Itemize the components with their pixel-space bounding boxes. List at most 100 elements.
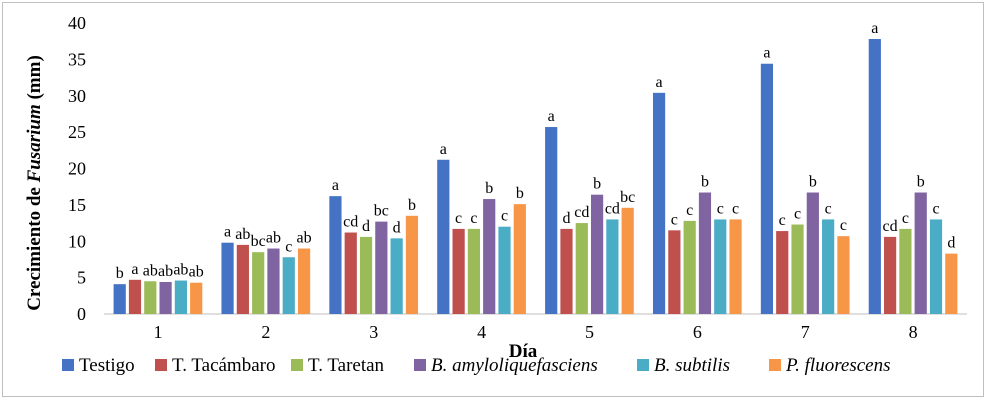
bar	[899, 228, 912, 314]
bar-significance-label: a	[656, 74, 663, 91]
bar-significance-label: c	[779, 212, 786, 229]
y-axis-title-suffix: (mm)	[24, 55, 45, 104]
bar-significance-label: d	[947, 235, 955, 252]
y-tick-label: 15	[68, 195, 86, 215]
bar-significance-label: bc	[620, 189, 635, 206]
bar	[791, 224, 804, 314]
bar	[483, 199, 496, 314]
bar-significance-label: d	[362, 218, 370, 235]
y-tick-label: 20	[68, 159, 86, 179]
bar-significance-label: c	[825, 200, 832, 217]
y-tick-label: 40	[68, 13, 86, 33]
legend-swatch	[291, 359, 303, 371]
chart-frame	[2, 2, 984, 397]
bar-significance-label: c	[285, 238, 292, 255]
y-tick-label: 30	[68, 86, 86, 106]
bar	[452, 228, 465, 314]
bar-significance-label: ab	[266, 230, 281, 247]
bar-significance-label: c	[794, 206, 801, 223]
bar-significance-label: a	[548, 108, 555, 125]
bar	[545, 127, 558, 314]
bar	[914, 192, 927, 314]
bar	[560, 228, 573, 314]
legend-swatch	[769, 359, 781, 371]
legend: Testigo T. Tacámbaro T. Taretan B. amyloliq…	[62, 355, 891, 376]
bar-significance-label: ab	[189, 264, 204, 281]
bar-significance-label: b	[593, 176, 601, 193]
bar	[606, 219, 619, 314]
x-tick-label: 7	[801, 322, 810, 342]
bar	[668, 230, 681, 314]
bar	[252, 252, 265, 314]
bar-significance-label: b	[917, 174, 925, 191]
bar	[776, 231, 789, 314]
y-axis-title-prefix: Crecimiento de	[24, 182, 45, 310]
bar-significance-label: c	[732, 200, 739, 217]
bar-significance-label: c	[902, 210, 909, 227]
bar-significance-label: a	[332, 177, 339, 194]
bar-significance-label: a	[131, 261, 138, 278]
bar	[698, 192, 712, 314]
bar	[760, 63, 774, 314]
bar	[405, 215, 419, 314]
bar	[437, 159, 450, 314]
bar-significance-label: b	[809, 174, 817, 191]
y-tick-label: 35	[68, 49, 86, 69]
bar	[714, 219, 727, 314]
bar	[929, 219, 943, 314]
bar	[297, 248, 311, 314]
bar-significance-label: bc	[374, 203, 389, 220]
bar	[868, 39, 881, 314]
bar	[359, 236, 373, 314]
bar-significance-label: c	[717, 200, 724, 217]
bar	[945, 253, 958, 314]
bar-significance-label: c	[671, 211, 678, 228]
x-tick-label: 2	[261, 322, 270, 342]
bar	[174, 280, 187, 314]
bar	[190, 282, 203, 314]
legend-label: P. fluorescens	[785, 355, 891, 376]
bar-significance-label: ab	[297, 230, 312, 247]
bar	[390, 238, 403, 314]
bar-significance-label: ab	[143, 262, 158, 279]
bar-significance-label: b	[116, 265, 124, 282]
legend-label: Testigo	[79, 355, 135, 376]
x-tick-label: 1	[153, 322, 162, 342]
x-axis-title: Día	[509, 341, 538, 362]
legend-label: T. Tacámbaro	[172, 355, 275, 376]
bar-significance-label: a	[224, 224, 231, 241]
bar-significance-label: b	[516, 185, 524, 202]
x-tick-label: 3	[369, 322, 378, 342]
legend-label: B. subtilis	[654, 355, 730, 376]
bar-significance-label: d	[393, 219, 401, 236]
bar	[621, 207, 634, 314]
bar	[221, 242, 234, 314]
bar-significance-label: bc	[251, 233, 266, 250]
bars	[113, 39, 958, 314]
bar-significance-label: c	[932, 200, 939, 217]
y-tick-label: 10	[68, 231, 86, 251]
x-tick-label: 6	[693, 322, 702, 342]
bar-significance-label: ab	[173, 262, 188, 279]
bar-significance-label: c	[455, 210, 462, 227]
bar	[113, 284, 126, 314]
x-tick-label: 8	[909, 322, 918, 342]
y-tick-label: 5	[77, 268, 86, 288]
bar-significance-label: d	[562, 210, 570, 227]
y-axis-title: Crecimiento de Fusarium (mm)	[24, 55, 45, 311]
bar	[329, 196, 342, 314]
bar	[513, 204, 526, 314]
legend-label: T. Taretan	[308, 355, 385, 376]
legend-swatch	[155, 359, 167, 371]
bar-significance-label: cd	[605, 200, 620, 217]
bar-significance-label: b	[485, 180, 493, 197]
bar	[282, 257, 295, 314]
bar	[590, 194, 604, 314]
bar-significance-label: c	[840, 217, 847, 234]
legend-swatch	[637, 359, 649, 371]
bar	[344, 232, 357, 314]
x-tick-label: 4	[477, 322, 486, 342]
bar-significance-label: cd	[574, 204, 589, 221]
bar-significance-label: ab	[158, 263, 173, 280]
